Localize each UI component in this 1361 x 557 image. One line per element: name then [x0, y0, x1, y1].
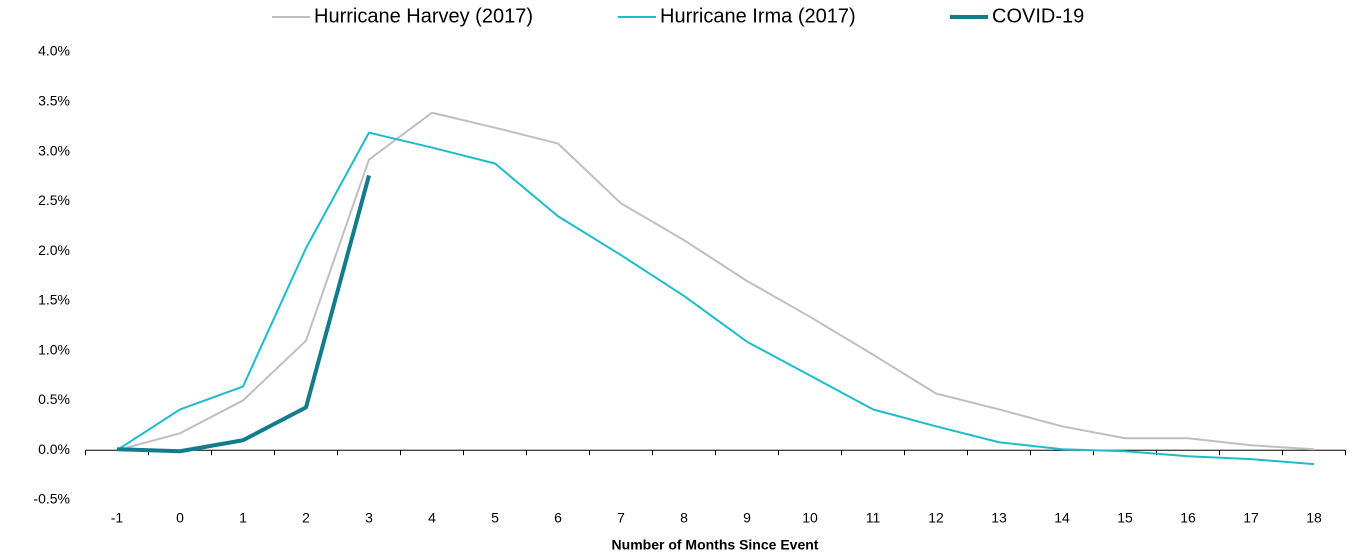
x-tick-label: 4 — [428, 510, 436, 526]
x-tick-label: 15 — [1117, 510, 1133, 526]
data-line — [116, 174, 371, 454]
legend-label: Hurricane Irma (2017) — [660, 5, 856, 27]
y-tick-label: -0.5% — [33, 491, 70, 507]
x-tick-label: 10 — [802, 510, 818, 526]
x-tick-label: -1 — [111, 510, 124, 526]
x-tick-label: 3 — [365, 510, 373, 526]
x-tick-label: 6 — [554, 510, 562, 526]
x-tick-label: 2 — [302, 510, 310, 526]
data-line — [116, 111, 1315, 452]
y-tick-label: 4.0% — [38, 43, 70, 59]
y-tick-label: 2.0% — [38, 242, 70, 258]
y-tick-label: 1.0% — [38, 341, 70, 357]
y-tick-label: 3.0% — [38, 142, 70, 158]
x-tick-label: 8 — [680, 510, 688, 526]
x-tick-label: 16 — [1180, 510, 1196, 526]
x-tick-label: 5 — [491, 510, 499, 526]
y-tick-label: 0.5% — [38, 391, 70, 407]
x-tick-label: 0 — [176, 510, 184, 526]
x-tick-label: 17 — [1243, 510, 1259, 526]
x-tick-label: 14 — [1054, 510, 1070, 526]
legend-label: COVID-19 — [992, 5, 1084, 27]
x-tick-label: 18 — [1306, 510, 1322, 526]
y-tick-label: 1.5% — [38, 292, 70, 308]
y-tick-label: 0.0% — [38, 441, 70, 457]
legend-label: Hurricane Harvey (2017) — [314, 5, 533, 27]
x-tick-label: 12 — [928, 510, 944, 526]
data-line — [116, 131, 1315, 466]
y-tick-label: 3.5% — [38, 92, 70, 108]
x-tick-label: 11 — [866, 510, 881, 526]
y-tick-label: 2.5% — [38, 192, 70, 208]
x-tick-label: 1 — [239, 510, 247, 526]
x-tick-label: 7 — [617, 510, 625, 526]
x-tick-label: 9 — [743, 510, 751, 526]
x-axis-title: Number of Months Since Event — [612, 537, 819, 553]
x-tick-label: 13 — [991, 510, 1007, 526]
